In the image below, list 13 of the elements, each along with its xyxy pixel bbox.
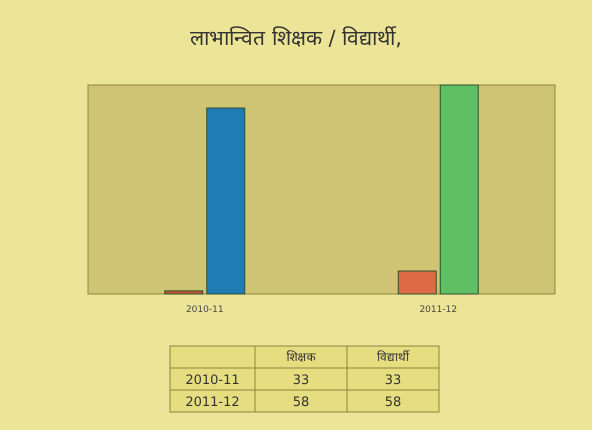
text: 33: [292, 373, 310, 388]
chart-title: लाभान्वित शिक्षक / विद्यार्थी,: [190, 26, 402, 50]
text: शिक्षक: [286, 350, 316, 364]
text: 33: [384, 373, 402, 388]
text: विद्यार्थी: [377, 350, 410, 364]
text: 2010-11: [185, 373, 240, 388]
bar: [164, 290, 204, 294]
text: 2011-12: [185, 395, 240, 410]
text: 58: [292, 395, 310, 410]
bar: [398, 270, 437, 294]
text: 58: [384, 395, 402, 410]
bar: [440, 84, 479, 294]
bar: [206, 107, 246, 294]
